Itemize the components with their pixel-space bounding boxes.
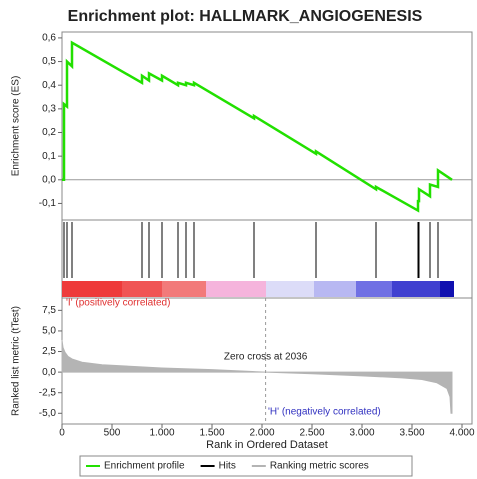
x-tick-label: 500 [104,428,121,439]
color-bar-segment [62,281,122,297]
legend-label: Enrichment profile [104,461,185,472]
y-tick-label: 0,4 [42,80,56,91]
color-bar-segment [122,281,162,297]
y-tick-label: -2,5 [39,387,57,398]
y-tick-label: 0,3 [42,103,56,114]
y-tick-label: 0,2 [42,127,56,138]
x-tick-label: 2.000 [249,428,274,439]
es-frame [61,31,473,221]
color-bar [62,281,454,297]
y-tick-label: -5,0 [39,408,57,419]
x-tick-label: 3.000 [349,428,374,439]
y-tick-label: 5,0 [42,326,56,337]
legend-label: Hits [219,461,236,472]
color-bar-segment [206,281,266,297]
x-tick-label: 4.000 [449,428,474,439]
annotation: Zero cross at 2036 [224,352,308,363]
positive-label: 'I' (positively correlated) [66,298,170,309]
color-bar-segment [314,281,356,297]
x-axis-label: Rank in Ordered Dataset [206,439,328,451]
y-tick-label: 0,1 [42,151,56,162]
es-line [62,40,453,213]
y-tick-label: 0,0 [42,174,56,185]
x-tick-label: 1.000 [149,428,174,439]
y-tick-label: 2,5 [42,346,56,357]
color-bar-segment [440,281,454,297]
y-axis-label: Enrichment score (ES) [11,76,22,177]
legend [79,455,413,477]
negative-label: 'H' (negatively correlated) [268,407,381,418]
color-bar-segment [162,281,206,297]
y-axis-label: Ranked list metric (tTest) [11,306,22,416]
y-tick-label: 7,5 [42,305,56,316]
color-bar-segment [392,281,440,297]
chart-title: Enrichment plot: HALLMARK_ANGIOGENESIS [68,8,423,25]
x-tick-label: 1.500 [199,428,224,439]
x-tick-label: 2.500 [299,428,324,439]
legend-label: Ranking metric scores [270,461,369,472]
x-tick-label: 3.500 [399,428,424,439]
color-bar-segment [356,281,392,297]
y-tick-label: 0,0 [42,367,56,378]
x-tick-label: 0 [59,428,65,439]
y-tick-label: 0,5 [42,56,56,67]
y-tick-label: -0,1 [39,198,57,209]
y-tick-label: 0,6 [42,33,56,44]
color-bar-segment [266,281,314,297]
